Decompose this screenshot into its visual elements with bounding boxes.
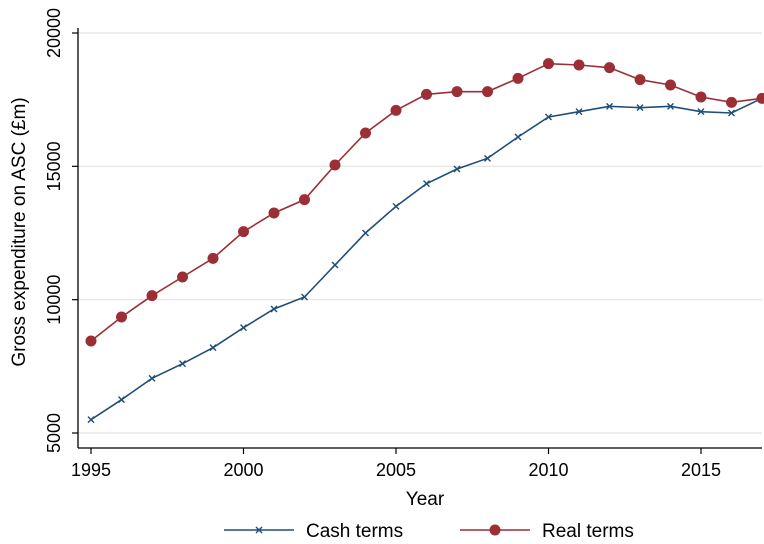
data-point [423, 180, 430, 188]
data-point-stroke [331, 261, 339, 269]
data-point-stroke [545, 113, 552, 121]
data-point [514, 133, 522, 141]
x-axis: 1995 2000 2005 2010 2015 [71, 447, 762, 480]
x-tick-label: 2010 [528, 460, 568, 480]
data-point-stroke [362, 229, 369, 237]
data-point [85, 335, 97, 347]
data-point [756, 92, 764, 104]
data-point-stroke [728, 109, 735, 117]
data-point-stroke [179, 360, 186, 368]
data-point [575, 108, 583, 116]
legend-label: Real terms [542, 521, 634, 542]
data-point-stroke [484, 154, 491, 162]
data-point [634, 74, 646, 86]
data-point-stroke [270, 305, 278, 313]
data-point-stroke [209, 344, 217, 352]
data-point [695, 91, 707, 103]
plot-series [85, 58, 764, 424]
data-point [116, 311, 127, 323]
y-tick-label: 10000 [44, 275, 64, 325]
data-point [451, 86, 463, 98]
data-point-stroke [697, 108, 705, 116]
data-point-stroke [667, 102, 674, 110]
data-point [636, 104, 644, 112]
data-point [667, 102, 674, 110]
data-point [329, 159, 341, 171]
data-point [177, 271, 188, 283]
data-point [118, 396, 125, 404]
data-point [268, 207, 280, 219]
x-axis-label: Year [406, 489, 445, 510]
data-point [726, 96, 737, 108]
data-point [484, 154, 491, 162]
legend-item-1: Real terms [460, 521, 634, 542]
legend-marker [489, 524, 501, 536]
y-tick-label: 15000 [44, 141, 64, 191]
legend: Cash terms Real terms [224, 521, 634, 542]
x-tick-label: 1995 [71, 460, 111, 480]
data-point [512, 72, 524, 84]
data-point [360, 127, 371, 139]
series-line-0 [90, 97, 763, 421]
x-tick-label: 2005 [376, 460, 416, 480]
y-axis: 5000 10000 15000 20000 [44, 8, 79, 453]
data-point [482, 86, 493, 98]
data-point-stroke [301, 293, 308, 301]
data-point-stroke [575, 108, 583, 116]
data-point [453, 165, 461, 173]
data-point-stroke [423, 180, 430, 188]
data-point [148, 374, 156, 382]
gridlines [78, 32, 762, 434]
data-point-stroke [392, 202, 400, 210]
y-axis-label: Gross expenditure on ASC (£m) [9, 97, 30, 366]
data-point-stroke [240, 324, 247, 332]
data-point-stroke [606, 102, 613, 110]
y-tick-label: 20000 [44, 8, 64, 58]
data-point [179, 360, 186, 368]
x-tick-label: 2015 [681, 460, 721, 480]
legend-item-0: Cash terms [224, 521, 403, 542]
data-point [87, 416, 95, 424]
data-point [392, 202, 400, 210]
data-point [209, 344, 217, 352]
data-point [697, 108, 705, 116]
legend-marker [255, 526, 263, 534]
data-point [299, 194, 310, 206]
data-point-stroke [87, 416, 95, 424]
data-point-stroke [148, 374, 156, 382]
data-point [146, 290, 158, 302]
data-point [240, 324, 247, 332]
data-point [301, 293, 308, 301]
data-point [604, 62, 615, 74]
data-point [665, 79, 676, 91]
y-tick-label: 5000 [44, 413, 64, 453]
data-point [362, 229, 369, 237]
data-point [207, 252, 219, 264]
data-point [545, 113, 552, 121]
data-point [238, 226, 249, 238]
data-point [270, 305, 278, 313]
legend-label: Cash terms [306, 521, 403, 542]
data-point-stroke [636, 104, 644, 112]
data-point [606, 102, 613, 110]
data-point-stroke [453, 165, 461, 173]
data-point [421, 88, 432, 100]
legend-marker-stroke [255, 526, 263, 534]
data-point [728, 109, 735, 117]
data-point-stroke [514, 133, 522, 141]
x-tick-label: 2000 [223, 460, 263, 480]
data-point-stroke [118, 396, 125, 404]
data-point [331, 261, 339, 269]
data-point [573, 59, 585, 71]
data-point [543, 58, 554, 70]
data-point [390, 104, 402, 116]
